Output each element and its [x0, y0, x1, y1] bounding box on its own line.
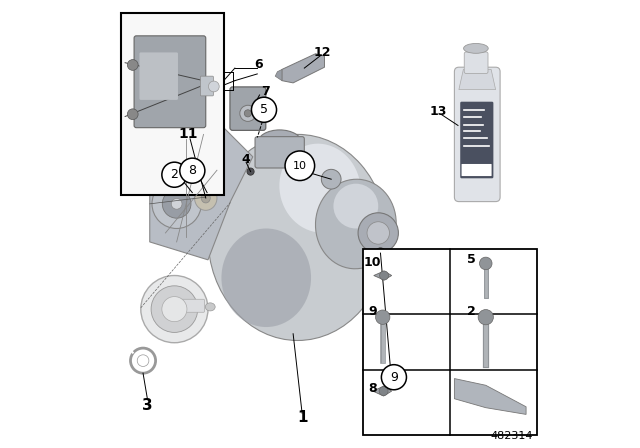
Circle shape	[141, 276, 208, 343]
Ellipse shape	[463, 43, 488, 53]
Circle shape	[180, 158, 205, 183]
FancyBboxPatch shape	[255, 137, 305, 168]
Polygon shape	[454, 379, 526, 414]
Polygon shape	[282, 54, 324, 83]
Ellipse shape	[208, 134, 387, 340]
Text: 9: 9	[368, 305, 377, 318]
Ellipse shape	[316, 179, 396, 269]
Circle shape	[478, 310, 493, 325]
Circle shape	[285, 151, 315, 181]
FancyBboxPatch shape	[454, 67, 500, 202]
Polygon shape	[275, 69, 282, 81]
FancyBboxPatch shape	[180, 299, 204, 312]
Bar	[362, 249, 538, 435]
Circle shape	[379, 387, 388, 396]
Circle shape	[375, 248, 386, 258]
Polygon shape	[373, 386, 392, 396]
Text: 10: 10	[293, 161, 307, 171]
FancyBboxPatch shape	[134, 36, 206, 128]
Text: 4: 4	[242, 152, 250, 166]
Circle shape	[321, 169, 341, 189]
Polygon shape	[150, 125, 253, 260]
Text: 9: 9	[390, 370, 398, 384]
Circle shape	[162, 162, 187, 187]
FancyBboxPatch shape	[140, 52, 178, 100]
FancyBboxPatch shape	[200, 76, 213, 96]
Ellipse shape	[221, 228, 311, 327]
Ellipse shape	[280, 144, 360, 233]
Text: 3: 3	[142, 398, 153, 413]
Circle shape	[240, 105, 256, 121]
Circle shape	[127, 109, 138, 120]
Circle shape	[247, 168, 254, 175]
Circle shape	[209, 81, 219, 92]
Text: 13: 13	[429, 104, 447, 118]
Circle shape	[152, 179, 202, 228]
Text: 7: 7	[261, 85, 269, 99]
Ellipse shape	[201, 193, 210, 203]
Circle shape	[162, 297, 187, 322]
Text: 5: 5	[260, 103, 268, 116]
Circle shape	[381, 365, 406, 390]
Text: 5: 5	[467, 253, 476, 267]
Text: 8: 8	[188, 164, 196, 177]
Circle shape	[163, 190, 191, 218]
Text: 1: 1	[297, 410, 307, 425]
Circle shape	[172, 198, 182, 209]
Text: 2: 2	[467, 305, 476, 318]
Ellipse shape	[205, 303, 215, 311]
Circle shape	[137, 355, 149, 366]
Bar	[121, 13, 224, 195]
Polygon shape	[459, 69, 495, 90]
FancyBboxPatch shape	[460, 102, 493, 178]
Polygon shape	[374, 271, 392, 280]
Text: 2: 2	[170, 168, 179, 181]
Text: 12: 12	[314, 46, 331, 59]
Circle shape	[127, 60, 138, 70]
Text: 8: 8	[368, 382, 377, 396]
Text: 10: 10	[364, 255, 381, 269]
Circle shape	[358, 213, 399, 253]
Circle shape	[367, 222, 390, 244]
Circle shape	[380, 271, 388, 280]
FancyBboxPatch shape	[230, 87, 266, 130]
Text: 6: 6	[254, 58, 263, 72]
Text: 482314: 482314	[490, 431, 533, 441]
Ellipse shape	[333, 184, 378, 228]
Ellipse shape	[257, 130, 302, 157]
Ellipse shape	[195, 185, 217, 211]
Circle shape	[479, 257, 492, 270]
Circle shape	[151, 286, 198, 332]
Circle shape	[376, 310, 390, 324]
Text: 11: 11	[178, 127, 198, 142]
FancyBboxPatch shape	[461, 164, 492, 176]
Circle shape	[252, 97, 276, 122]
FancyBboxPatch shape	[464, 52, 488, 73]
Circle shape	[244, 110, 252, 117]
